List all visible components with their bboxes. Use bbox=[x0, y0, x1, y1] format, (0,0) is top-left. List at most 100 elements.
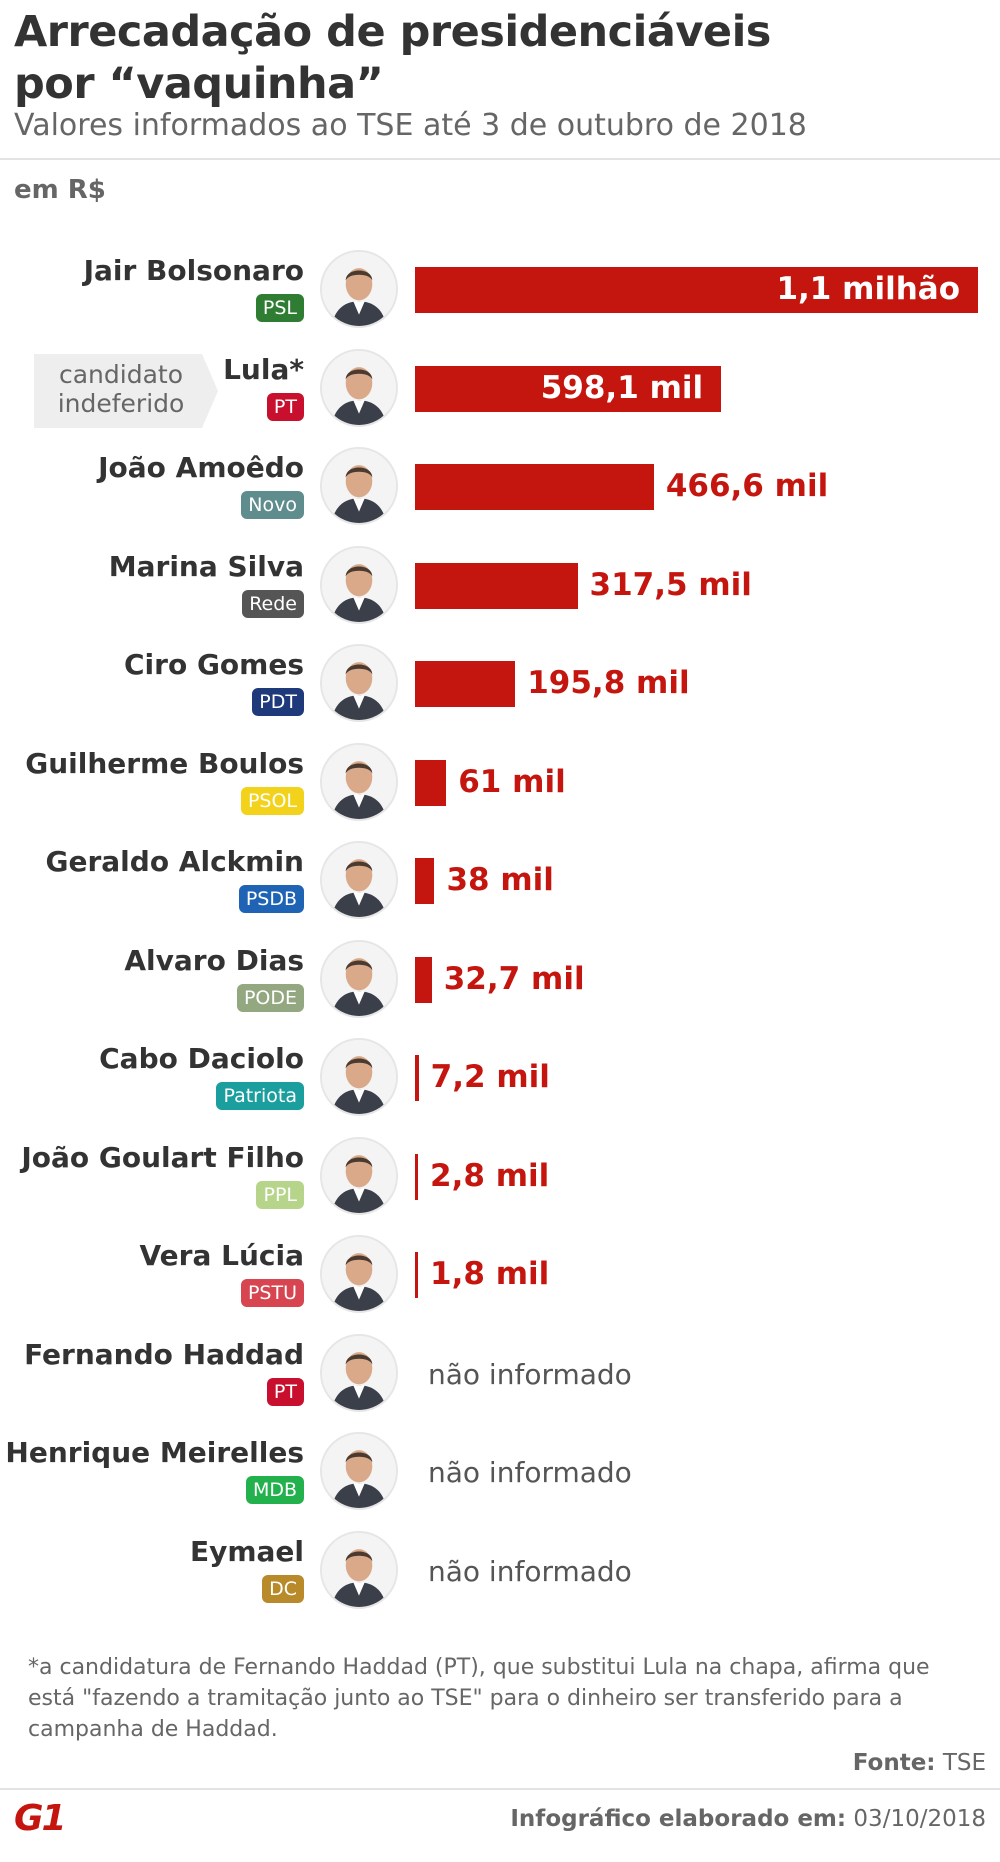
infographic-credit: Infográfico elaborado em: 03/10/2018 bbox=[510, 1806, 986, 1832]
party-badge: PSDB bbox=[238, 885, 304, 913]
candidate-photo bbox=[320, 1333, 398, 1412]
bar-guilherme-boulos bbox=[415, 759, 447, 806]
value-label: 1,8 mil bbox=[430, 1256, 550, 1292]
candidate-photo bbox=[320, 1136, 398, 1215]
bar-row: João Amoêdo Novo 466,6 mil bbox=[0, 447, 1000, 545]
candidate-name: Alvaro Dias bbox=[124, 943, 304, 977]
party-badge: Novo bbox=[241, 491, 304, 519]
bar-row: Eymael DC não informado bbox=[0, 1530, 1000, 1629]
party-badge: Rede bbox=[242, 589, 304, 618]
g1-logo: G1 bbox=[14, 1798, 67, 1839]
bar-row: Marina Silva Rede 317,5 mil bbox=[0, 545, 1000, 644]
bar-row: Cabo Daciolo Patriota 7,2 mil bbox=[0, 1038, 1000, 1136]
candidate-name: Ciro Gomes bbox=[124, 648, 304, 681]
value-label: 195,8 mil bbox=[527, 665, 690, 701]
candidate-name: Geraldo Alckmin bbox=[45, 845, 305, 878]
party-badge: MDB bbox=[245, 1476, 304, 1504]
candidate-photo bbox=[320, 742, 398, 821]
candidate-photo bbox=[320, 644, 398, 722]
candidate-name: João Amoêdo bbox=[98, 451, 304, 484]
title-line-2: por “vaquinha” bbox=[14, 59, 384, 109]
candidate-photo bbox=[320, 348, 398, 427]
candidate-name: Vera Lúcia bbox=[139, 1239, 304, 1272]
value-label: 317,5 mil bbox=[589, 566, 752, 603]
bar-joao-amoedo bbox=[415, 464, 654, 510]
party-badge: PSTU bbox=[240, 1279, 304, 1307]
candidate-name: Guilherme Boulos bbox=[25, 746, 304, 780]
candidate-photo bbox=[320, 545, 398, 624]
candidate-photo bbox=[320, 841, 398, 919]
party-badge: Patriota bbox=[216, 1082, 304, 1110]
bar-row: Vera Lúcia PSTU 1,8 mil bbox=[0, 1235, 1000, 1333]
candidate-name: Fernando Haddad bbox=[24, 1337, 304, 1371]
bar-row: Guilherme Boulos PSOL 61 mil bbox=[0, 742, 1000, 841]
note-callout-shape bbox=[34, 354, 218, 428]
note-line-2: indeferido bbox=[57, 389, 185, 418]
value-label: 38 mil bbox=[446, 862, 554, 898]
footnote: *a candidatura de Fernando Haddad (PT), … bbox=[28, 1655, 930, 1742]
party-badge: PSOL bbox=[240, 786, 304, 815]
party-badge: PT bbox=[266, 1377, 304, 1406]
candidate-photo bbox=[320, 939, 398, 1018]
party-badge: PT bbox=[266, 392, 304, 421]
candidate-name: Henrique Meirelles bbox=[5, 1436, 304, 1469]
candidate-photo bbox=[320, 1038, 398, 1116]
candidate-photo bbox=[320, 1432, 398, 1510]
value-label: 61 mil bbox=[458, 763, 566, 800]
candidate-name: Marina Silva bbox=[108, 549, 304, 583]
candidate-name: Lula* bbox=[223, 352, 304, 386]
candidate-name: Jair Bolsonaro bbox=[83, 254, 304, 287]
bar-jair-bolsonaro bbox=[415, 267, 978, 313]
note-callout-text: candidato indeferido bbox=[38, 360, 204, 418]
not-reported-label: não informado bbox=[428, 1554, 632, 1588]
chart-title: Arrecadação de presidenciáveis por “vaqu… bbox=[14, 6, 974, 110]
bar-lula bbox=[415, 365, 722, 412]
source-credit: Fonte: TSE bbox=[853, 1750, 986, 1776]
value-label: 7,2 mil bbox=[430, 1059, 550, 1095]
candidate-photo bbox=[320, 447, 398, 525]
bar-joao-goulart-filho bbox=[415, 1153, 418, 1200]
bottom-divider bbox=[0, 1788, 1000, 1790]
value-label: 2,8 mil bbox=[430, 1157, 550, 1194]
bar-cabo-daciolo bbox=[415, 1055, 419, 1101]
not-reported-label: não informado bbox=[428, 1456, 632, 1489]
unit-label: em R$ bbox=[14, 175, 106, 205]
party-badge: DC bbox=[262, 1574, 304, 1603]
bar-marina-silva bbox=[415, 562, 578, 609]
party-badge: PPL bbox=[256, 1180, 304, 1209]
party-badge: PODE bbox=[236, 983, 304, 1012]
bar-row: Lula* PT 598,1 mil bbox=[0, 348, 1000, 447]
bar-row: Geraldo Alckmin PSDB 38 mil bbox=[0, 841, 1000, 939]
candidate-name: Eymael bbox=[189, 1534, 304, 1568]
credit-date: 03/10/2018 bbox=[853, 1806, 986, 1832]
top-divider bbox=[0, 158, 1000, 160]
bar-row: Alvaro Dias PODE 32,7 mil bbox=[0, 939, 1000, 1038]
bar-ciro-gomes bbox=[415, 661, 516, 707]
chart-subtitle: Valores informados ao TSE até 3 de outub… bbox=[14, 108, 807, 143]
bar-row: Fernando Haddad PT não informado bbox=[0, 1333, 1000, 1432]
bar-vera-lucia bbox=[415, 1252, 418, 1298]
bar-geraldo-alckmin bbox=[415, 858, 435, 904]
candidate-name: Cabo Daciolo bbox=[99, 1042, 304, 1075]
bar-row: Henrique Meirelles MDB não informado bbox=[0, 1432, 1000, 1530]
candidate-photo bbox=[320, 250, 398, 328]
value-label: 466,6 mil bbox=[665, 468, 829, 504]
source-value: TSE bbox=[942, 1750, 986, 1776]
value-label: 1,1 milhão bbox=[776, 271, 960, 307]
bar-row: João Goulart Filho PPL 2,8 mil bbox=[0, 1136, 1000, 1235]
not-reported-label: não informado bbox=[428, 1357, 632, 1391]
value-label: 32,7 mil bbox=[443, 960, 585, 997]
note-line-1: candidato bbox=[58, 360, 183, 389]
party-badge: PSL bbox=[255, 294, 304, 322]
candidate-name: João Goulart Filho bbox=[21, 1140, 304, 1174]
party-badge: PDT bbox=[252, 688, 304, 716]
title-line-1: Arrecadação de presidenciáveis bbox=[14, 7, 771, 57]
bar-row: Ciro Gomes PDT 195,8 mil bbox=[0, 644, 1000, 742]
candidate-photo bbox=[320, 1530, 398, 1609]
candidate-photo bbox=[320, 1235, 398, 1313]
credit-label: Infográfico elaborado em: bbox=[510, 1806, 847, 1832]
bar-alvaro-dias bbox=[415, 956, 432, 1003]
value-label: 598,1 mil bbox=[540, 369, 704, 406]
bar-row: Jair Bolsonaro PSL 1,1 milhão bbox=[0, 250, 1000, 348]
